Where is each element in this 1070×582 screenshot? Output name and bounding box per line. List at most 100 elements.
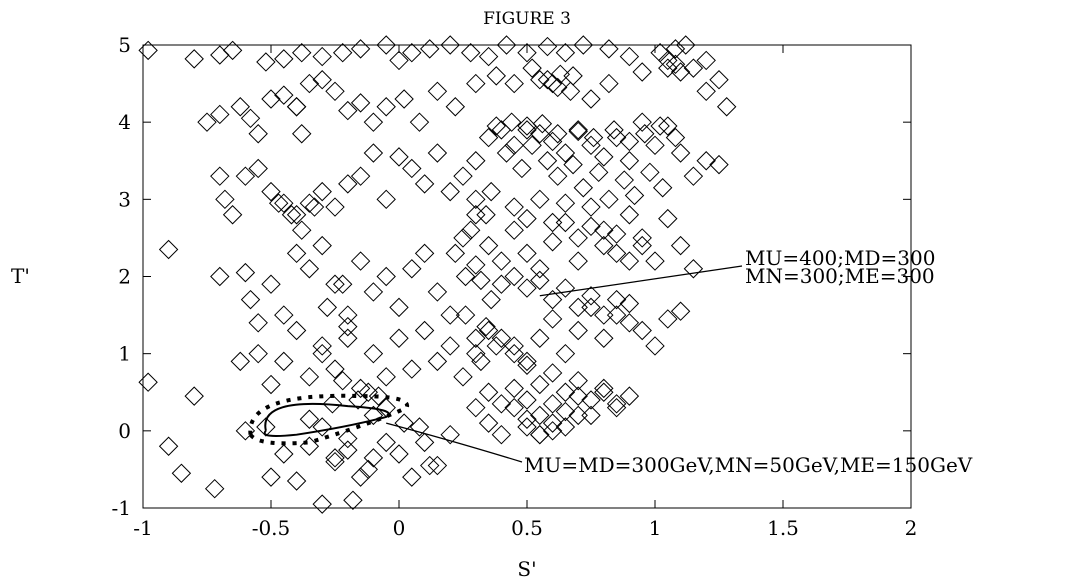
data-point <box>332 43 353 63</box>
data-point <box>640 162 660 183</box>
data-point <box>304 197 325 217</box>
data-point <box>530 328 550 348</box>
data-point <box>460 220 481 240</box>
data-point <box>716 97 737 117</box>
x-tick-label: 1.5 <box>767 516 799 540</box>
data-point <box>286 205 307 225</box>
data-point <box>478 382 499 402</box>
data-point <box>292 124 312 144</box>
data-point <box>286 320 307 341</box>
data-point <box>299 367 320 387</box>
data-point <box>665 54 686 74</box>
data-point <box>235 262 256 283</box>
data-point <box>619 46 640 67</box>
data-point <box>299 259 320 279</box>
data-point <box>427 282 448 302</box>
data-point <box>555 401 576 422</box>
data-point <box>414 320 435 341</box>
data-point <box>606 127 627 148</box>
data-point <box>471 270 491 291</box>
data-point <box>606 224 627 244</box>
data-point <box>376 397 396 418</box>
data-point <box>312 494 332 514</box>
data-point <box>171 463 192 483</box>
data-point <box>504 378 524 399</box>
data-point <box>409 112 430 132</box>
data-point <box>274 305 294 325</box>
data-point <box>568 320 588 341</box>
data-point <box>322 394 343 414</box>
data-point <box>376 367 396 387</box>
data-point <box>619 205 640 225</box>
data-point <box>350 251 371 271</box>
data-point <box>560 81 581 102</box>
data-point <box>670 301 691 321</box>
data-point <box>481 289 501 310</box>
data-point <box>542 413 563 433</box>
data-point <box>350 467 371 487</box>
chart-title: FIGURE 3 <box>483 9 571 29</box>
annotation-leader-upper <box>539 265 743 297</box>
data-point <box>478 235 499 256</box>
data-point <box>268 193 289 213</box>
data-point <box>409 417 430 437</box>
data-point <box>478 46 499 67</box>
data-point <box>619 251 640 271</box>
data-point <box>299 409 320 429</box>
data-point <box>517 409 537 429</box>
data-point <box>696 151 716 171</box>
data-point <box>184 49 204 69</box>
data-point <box>522 135 542 156</box>
data-point <box>542 131 563 152</box>
data-point <box>261 181 281 202</box>
data-point <box>709 154 729 175</box>
data-point <box>594 378 614 399</box>
data-point <box>568 297 588 318</box>
data-point <box>676 35 696 55</box>
data-point <box>594 147 614 167</box>
data-point <box>624 185 645 206</box>
data-point <box>292 220 312 240</box>
y-tick-label: -1 <box>112 496 131 520</box>
data-point <box>235 166 256 186</box>
y-tick-label: 5 <box>118 33 131 57</box>
data-point <box>555 143 576 163</box>
data-point <box>343 490 363 510</box>
data-point <box>325 81 345 102</box>
data-point <box>455 266 476 287</box>
data-point <box>542 363 563 383</box>
data-point <box>581 89 601 109</box>
data-point <box>517 278 537 298</box>
data-point <box>568 370 588 391</box>
data-point <box>645 135 665 156</box>
data-point <box>517 243 537 264</box>
data-point <box>256 417 276 437</box>
data-point <box>230 351 250 372</box>
data-point <box>486 66 506 86</box>
data-point <box>496 35 517 55</box>
data-point <box>517 390 537 410</box>
data-point <box>548 166 568 186</box>
data-point <box>504 266 524 287</box>
x-axis-label: S' <box>517 557 536 581</box>
data-point <box>619 131 640 152</box>
data-point <box>504 397 524 418</box>
data-point <box>256 52 276 72</box>
data-point <box>414 174 435 194</box>
data-point <box>363 112 384 132</box>
data-point <box>325 197 345 217</box>
y-tick-label: 0 <box>118 419 131 443</box>
data-point <box>286 243 307 264</box>
x-tick-label: 1 <box>649 516 662 540</box>
data-point <box>299 193 320 213</box>
data-point <box>312 46 332 67</box>
data-point <box>325 448 345 468</box>
data-point <box>363 343 384 364</box>
data-point <box>709 70 729 90</box>
data-point <box>599 39 619 59</box>
data-point <box>532 114 553 134</box>
data-point <box>312 336 332 356</box>
data-point <box>158 436 179 456</box>
data-point <box>389 328 409 348</box>
data-point <box>522 58 542 78</box>
